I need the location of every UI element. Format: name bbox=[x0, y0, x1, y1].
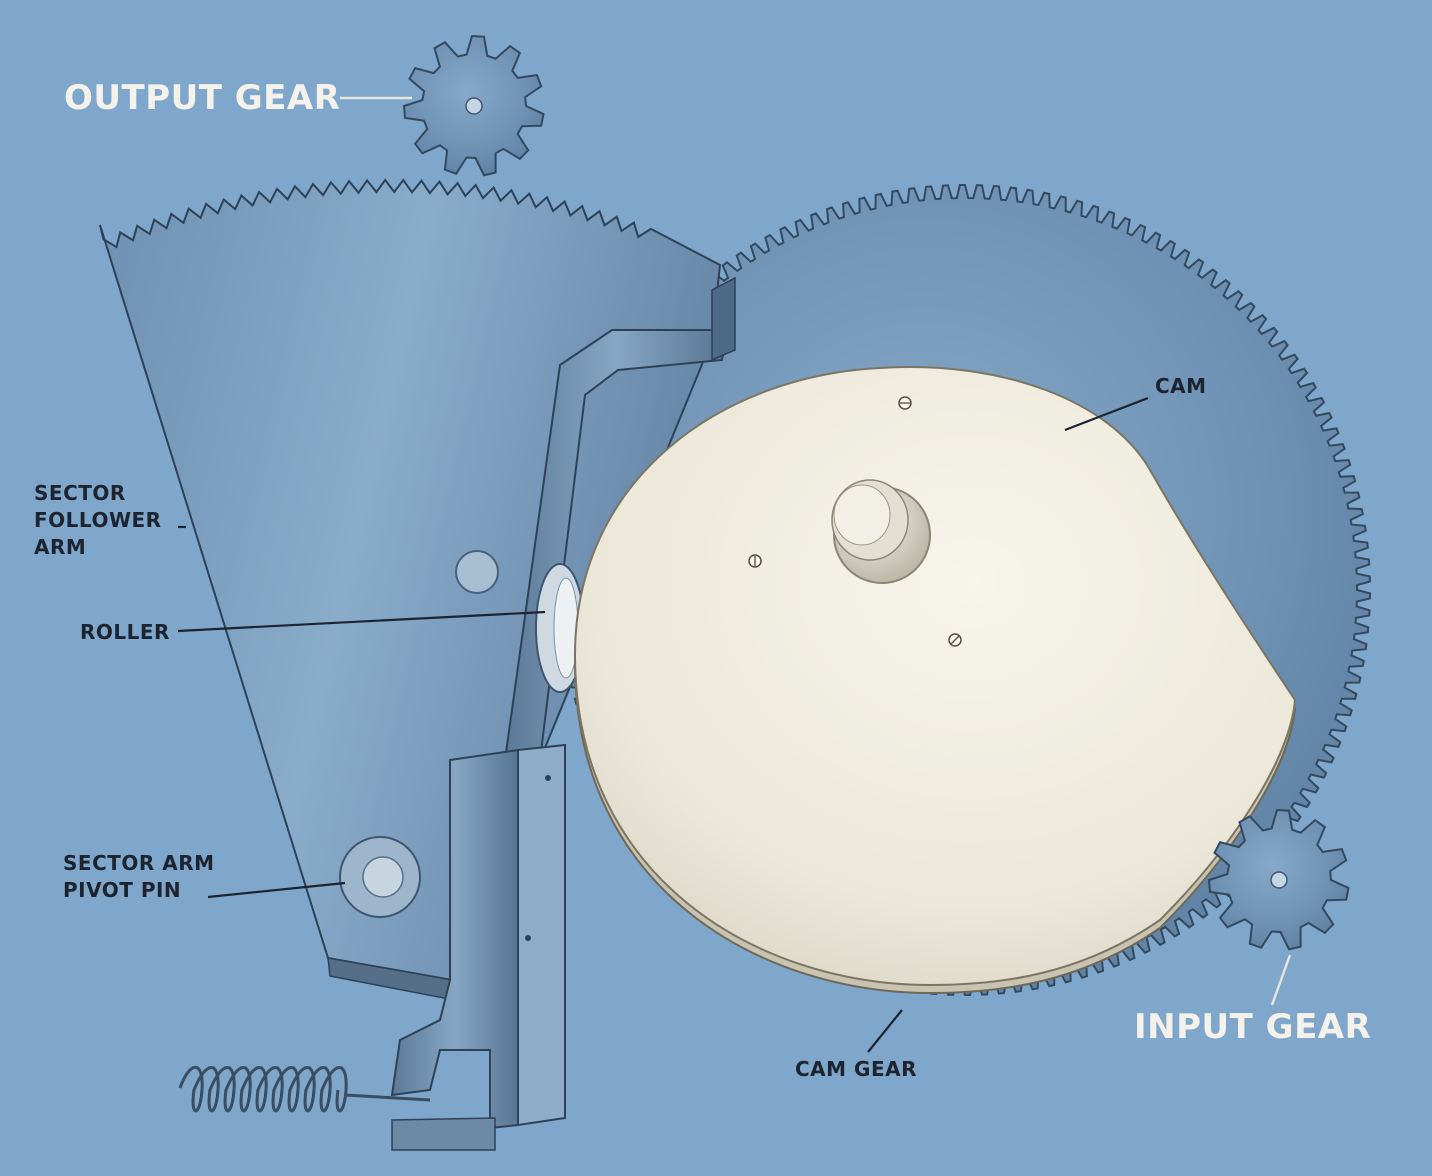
sector-arm-pivot-pin bbox=[339, 836, 421, 918]
cam-screw bbox=[748, 554, 762, 568]
label-pivot-line-2: PIVOT PIN bbox=[63, 878, 181, 902]
label-cam: CAM bbox=[1155, 374, 1207, 398]
label-sector-line-3: ARM bbox=[34, 535, 86, 559]
label-output-gear: OUTPUT GEAR bbox=[64, 78, 340, 118]
label-sector-line-1: SECTOR bbox=[34, 481, 126, 505]
cam-screw bbox=[948, 633, 962, 647]
input-gear-leader bbox=[1270, 954, 1292, 1006]
label-input-gear: INPUT GEAR bbox=[1134, 1007, 1371, 1047]
label-roller: ROLLER bbox=[80, 620, 170, 644]
follower-bracket bbox=[390, 276, 736, 1151]
spring bbox=[178, 1065, 431, 1113]
cam bbox=[573, 366, 1297, 995]
roller-leader bbox=[177, 610, 546, 633]
cam-gear-leader bbox=[867, 1009, 903, 1053]
output-gear bbox=[402, 34, 545, 177]
label-sector-line-2: FOLLOWER bbox=[34, 508, 162, 532]
output-gear-axle bbox=[465, 97, 483, 115]
input-gear bbox=[1207, 808, 1350, 951]
cam-leader bbox=[1064, 396, 1149, 432]
pivot-pin-leader bbox=[207, 881, 346, 899]
sector-hole bbox=[455, 550, 499, 594]
label-pivot-line-1: SECTOR ARM bbox=[63, 851, 215, 875]
label-cam-gear: CAM GEAR bbox=[795, 1057, 917, 1081]
cam-hub bbox=[831, 479, 931, 584]
input-gear-axle bbox=[1270, 871, 1288, 889]
cam-screw bbox=[898, 396, 912, 410]
